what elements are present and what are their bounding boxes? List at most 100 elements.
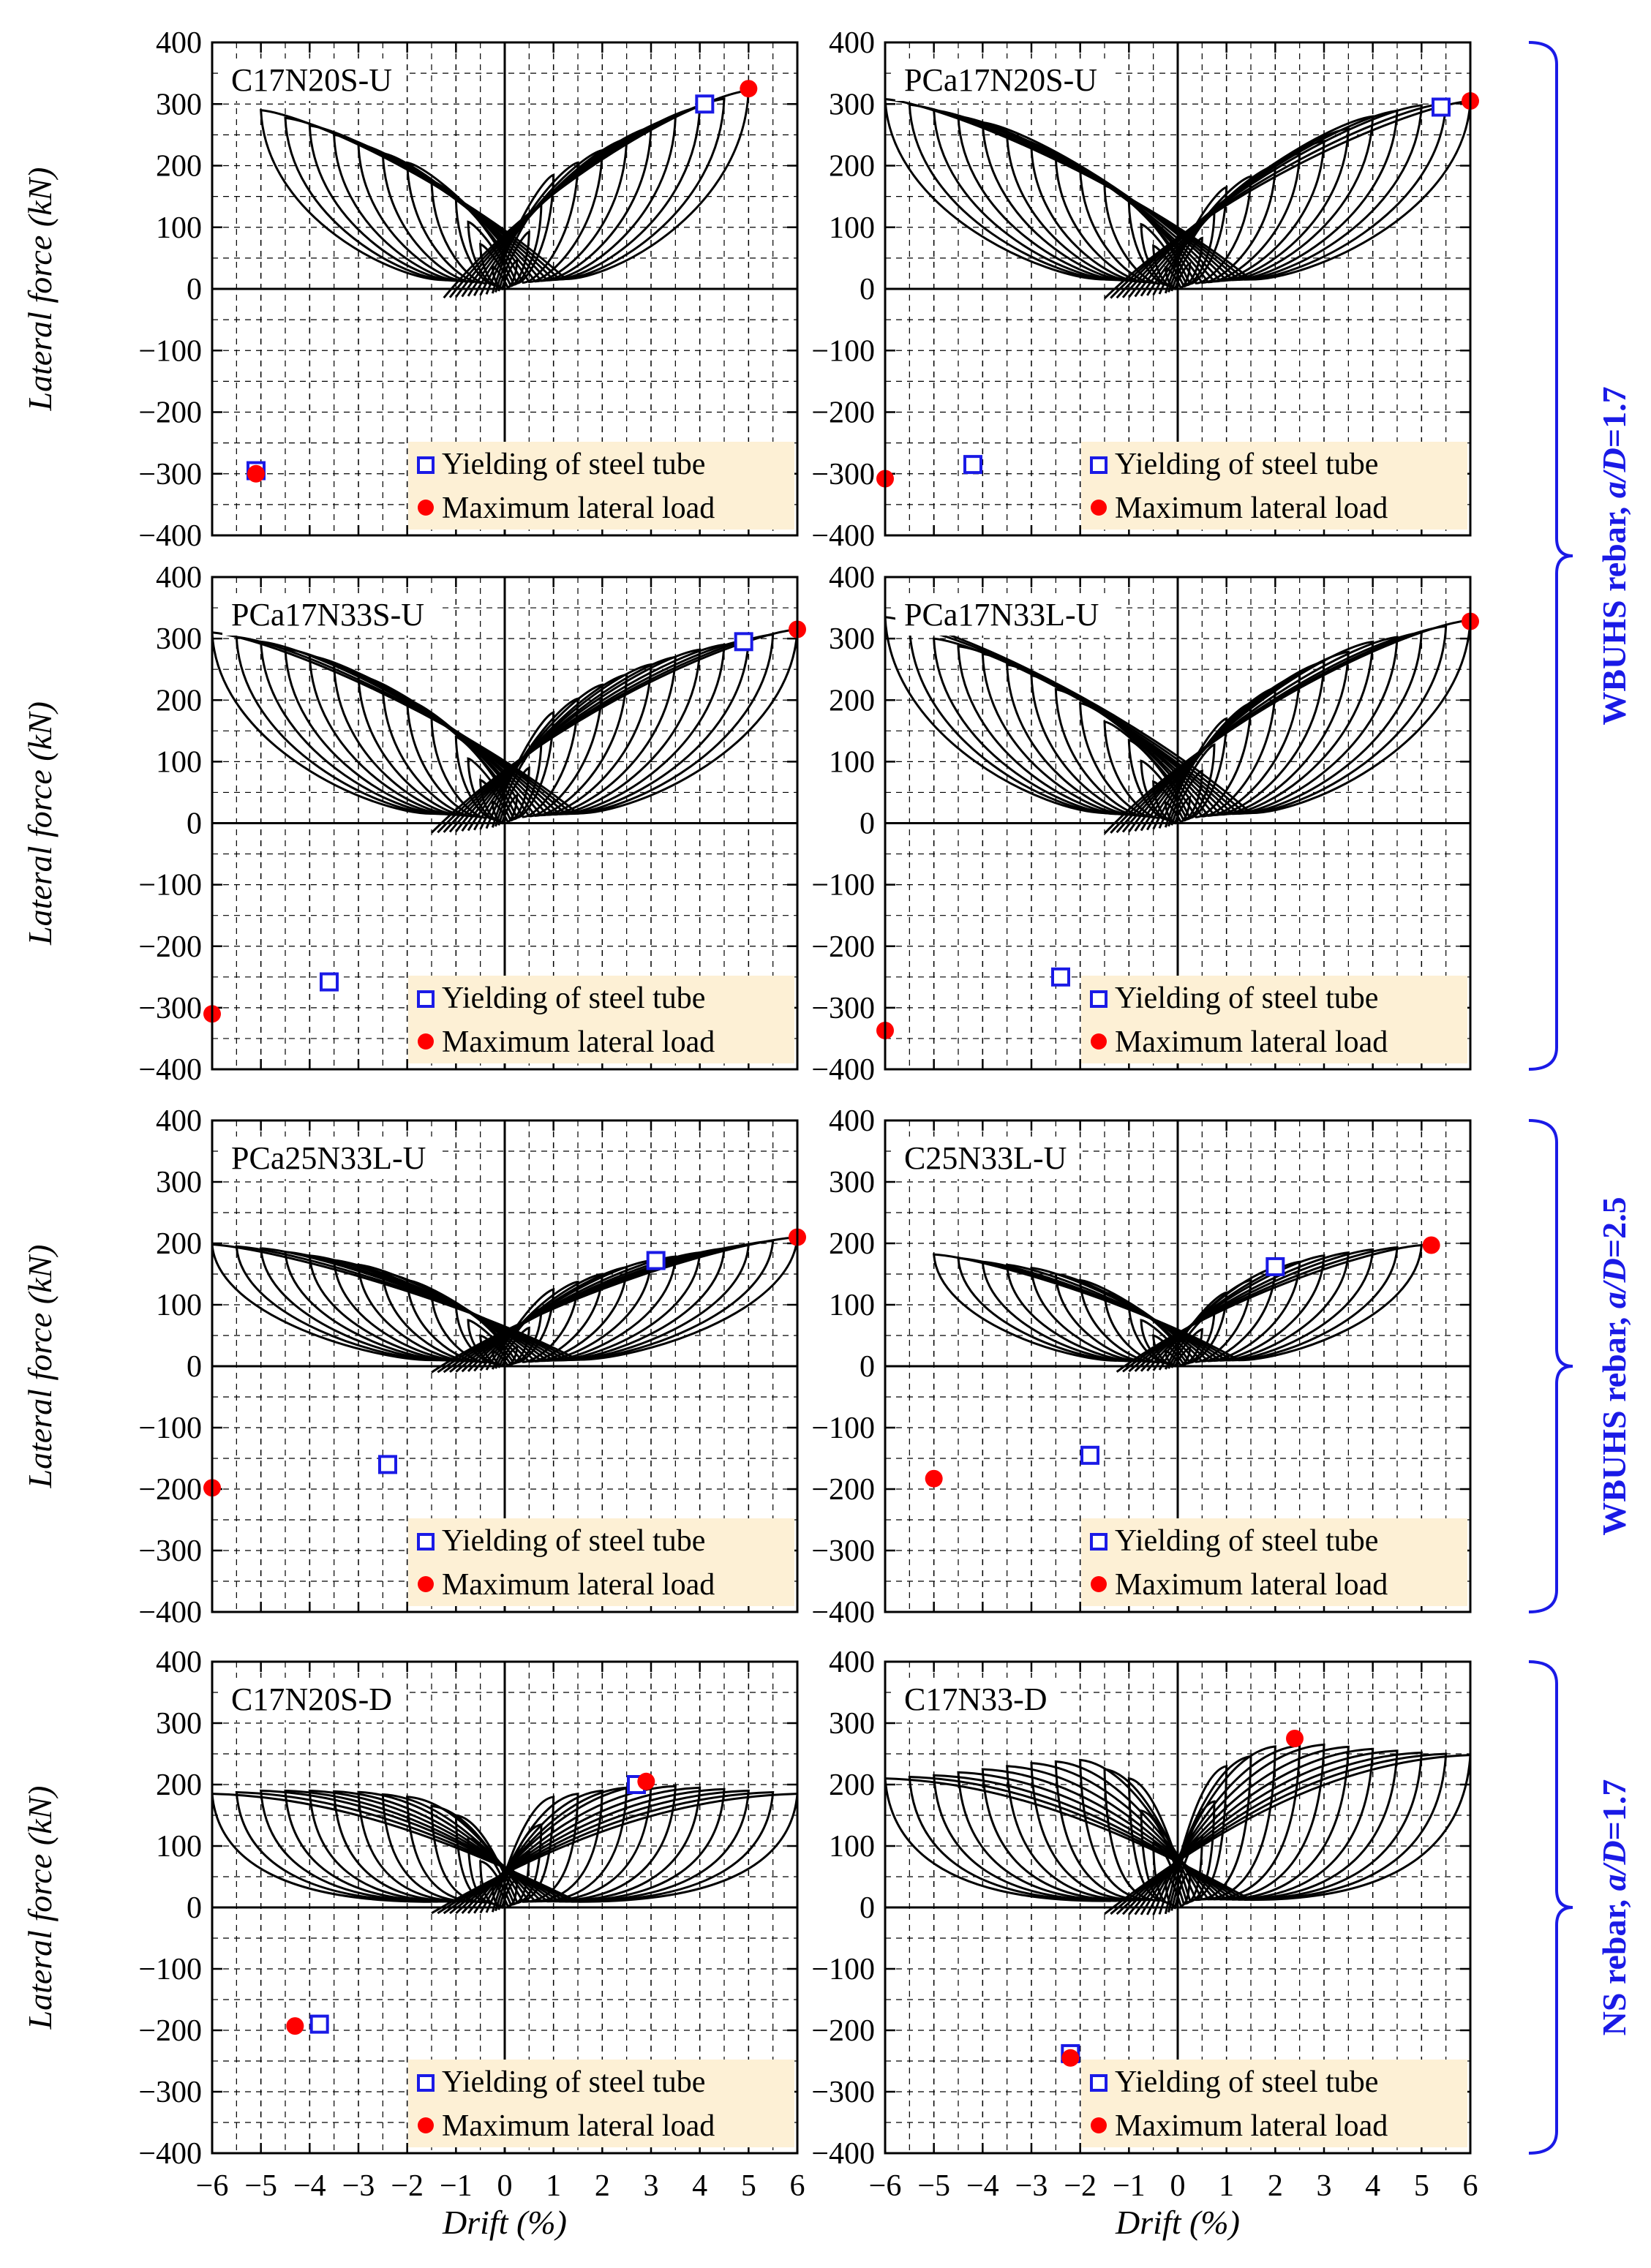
hysteresis-cycle	[1006, 1745, 1350, 1915]
plot-frame	[211, 1119, 799, 1613]
group-label: NS rebar, a/D=1.7	[1595, 1779, 1633, 2036]
yield-marker	[1051, 967, 1070, 987]
group-bracket-3: NS rebar, a/D=1.7	[1528, 1660, 1633, 2155]
hysteresis-cycle	[235, 633, 775, 834]
legend-max-label: Maximum lateral load	[1115, 1568, 1388, 1602]
hysteresis-cycle	[981, 1248, 1374, 1373]
legend-box	[408, 976, 794, 1063]
y-tick-label: 400	[156, 561, 202, 595]
y-tick-label: 400	[829, 1104, 875, 1138]
hysteresis-cycle	[357, 1783, 652, 1914]
hysteresis-loops	[212, 628, 797, 834]
hysteresis-cycle	[1127, 717, 1228, 828]
y-tick-label: 200	[156, 150, 202, 184]
hysteresis-cycle	[1006, 650, 1350, 832]
plot-frame	[211, 1660, 799, 2155]
legend-yield-label: Yielding of steel tube	[442, 1524, 705, 1558]
y-tick-label: −100	[811, 869, 875, 903]
y-tick-label: 100	[156, 1289, 202, 1322]
y-tick-label: 300	[829, 622, 875, 656]
y-axis-title: Lateral force (kN)	[21, 1244, 59, 1488]
group-bracket-1: WBUHS rebar, a/D=1.7	[1528, 41, 1633, 1071]
panel-c17n20s-d: C17N20S-D Yielding of steel tube Maximum l…	[21, 1646, 805, 2241]
y-tick-label: −300	[811, 1534, 875, 1568]
y-tick-label: −300	[811, 2076, 875, 2109]
panel-c17n20s-u: C17N20S-U Yielding of steel tube Maximum l…	[21, 26, 799, 553]
x-axis-title: Drift (%)	[1115, 2204, 1240, 2241]
x-tick-label: 3	[1317, 2169, 1332, 2203]
plot-frame	[211, 576, 799, 1071]
max-marker	[1286, 1730, 1304, 1747]
max-marker	[1061, 2049, 1080, 2067]
hysteresis-cycle	[1103, 701, 1252, 829]
panel-title: PCa25N33L-U	[231, 1140, 426, 1176]
hysteresis-cycle	[381, 1786, 628, 1914]
plot-frame	[211, 41, 799, 537]
hysteresis-cycle	[333, 1785, 677, 1914]
y-tick-label: 0	[187, 1350, 202, 1384]
x-tick-label: −6	[196, 2169, 229, 2203]
hysteresis-cycle	[430, 1792, 579, 1913]
legend-max-marker	[418, 2117, 434, 2133]
hysteresis-cycle	[333, 655, 677, 832]
group-label: WBUHS rebar, a/D=2.5	[1595, 1197, 1633, 1535]
yield-marker	[309, 2014, 329, 2034]
panel-title: C17N20S-U	[231, 62, 392, 98]
x-tick-label: 0	[1170, 2169, 1186, 2203]
x-tick-label: 5	[741, 2169, 756, 2203]
panel-title: C17N20S-D	[231, 1681, 392, 1717]
y-tick-label: −100	[811, 1953, 875, 1986]
panel-pca25n33l-u: PCa25N33L-U Yielding of steel tube Maximum…	[21, 1104, 806, 1630]
hysteresis-cycle	[333, 1255, 677, 1373]
legend-max-label: Maximum lateral load	[1115, 491, 1388, 525]
x-tick-label: 6	[1463, 2169, 1478, 2203]
y-tick-label: 0	[187, 273, 202, 306]
yield-marker	[1265, 1257, 1285, 1276]
title-bg	[222, 1137, 441, 1179]
y-tick-label: 200	[156, 1227, 202, 1261]
x-tick-label: −4	[293, 2169, 326, 2203]
max-marker	[740, 80, 758, 98]
y-tick-label: −400	[138, 2137, 202, 2171]
panel-c25n33l-u: C25N33L-U Yielding of steel tube Maximum l…	[811, 1104, 1472, 1630]
y-tick-label: 0	[187, 807, 202, 841]
legend-max-marker	[1091, 2117, 1107, 2133]
legend-box	[1081, 2060, 1467, 2147]
y-tick-label: −100	[138, 1412, 202, 1445]
y-tick-label: 400	[156, 1646, 202, 1679]
y-tick-label: −100	[138, 869, 202, 903]
hysteresis-cycle	[981, 115, 1374, 298]
y-tick-label: 300	[156, 1707, 202, 1741]
x-tick-label: −1	[440, 2169, 473, 2203]
hysteresis-loops	[885, 616, 1470, 835]
y-tick-label: 300	[829, 88, 875, 121]
hysteresis-cycle	[1054, 1744, 1301, 1915]
y-tick-label: −100	[811, 1412, 875, 1445]
y-tick-label: −400	[811, 519, 875, 553]
plot-frame	[884, 1660, 1472, 2155]
title-bg	[895, 593, 1114, 636]
group-label: WBUHS rebar, a/D=1.7	[1595, 386, 1633, 725]
hysteresis-cycle	[957, 109, 1399, 298]
hysteresis-cycle	[885, 98, 1470, 300]
legend-max-label: Maximum lateral load	[1115, 2109, 1388, 2143]
x-tick-label: −5	[917, 2169, 950, 2203]
y-tick-label: 400	[156, 26, 202, 60]
y-axis-title: Lateral force (kN)	[21, 1785, 59, 2030]
legend-yield-marker	[1090, 456, 1107, 474]
legend-yield-label: Yielding of steel tube	[1115, 2065, 1378, 2099]
legend-yield-label: Yielding of steel tube	[442, 2065, 705, 2099]
bracket	[1528, 1660, 1573, 2155]
x-tick-label: 0	[497, 2169, 513, 2203]
yield-marker	[695, 94, 715, 114]
title-bg	[222, 593, 441, 636]
panel-pca17n20s-u: PCa17N20S-U Yielding of steel tube Maximum…	[811, 26, 1479, 553]
y-axis-title: Lateral force (kN)	[21, 701, 59, 946]
y-tick-label: −200	[811, 2014, 875, 2048]
hysteresis-cycle	[908, 1752, 1448, 1915]
hysteresis-loops	[933, 1243, 1423, 1373]
max-marker	[637, 1772, 655, 1790]
hysteresis-cycle	[1079, 1266, 1276, 1371]
hysteresis-cycle	[933, 104, 1423, 299]
